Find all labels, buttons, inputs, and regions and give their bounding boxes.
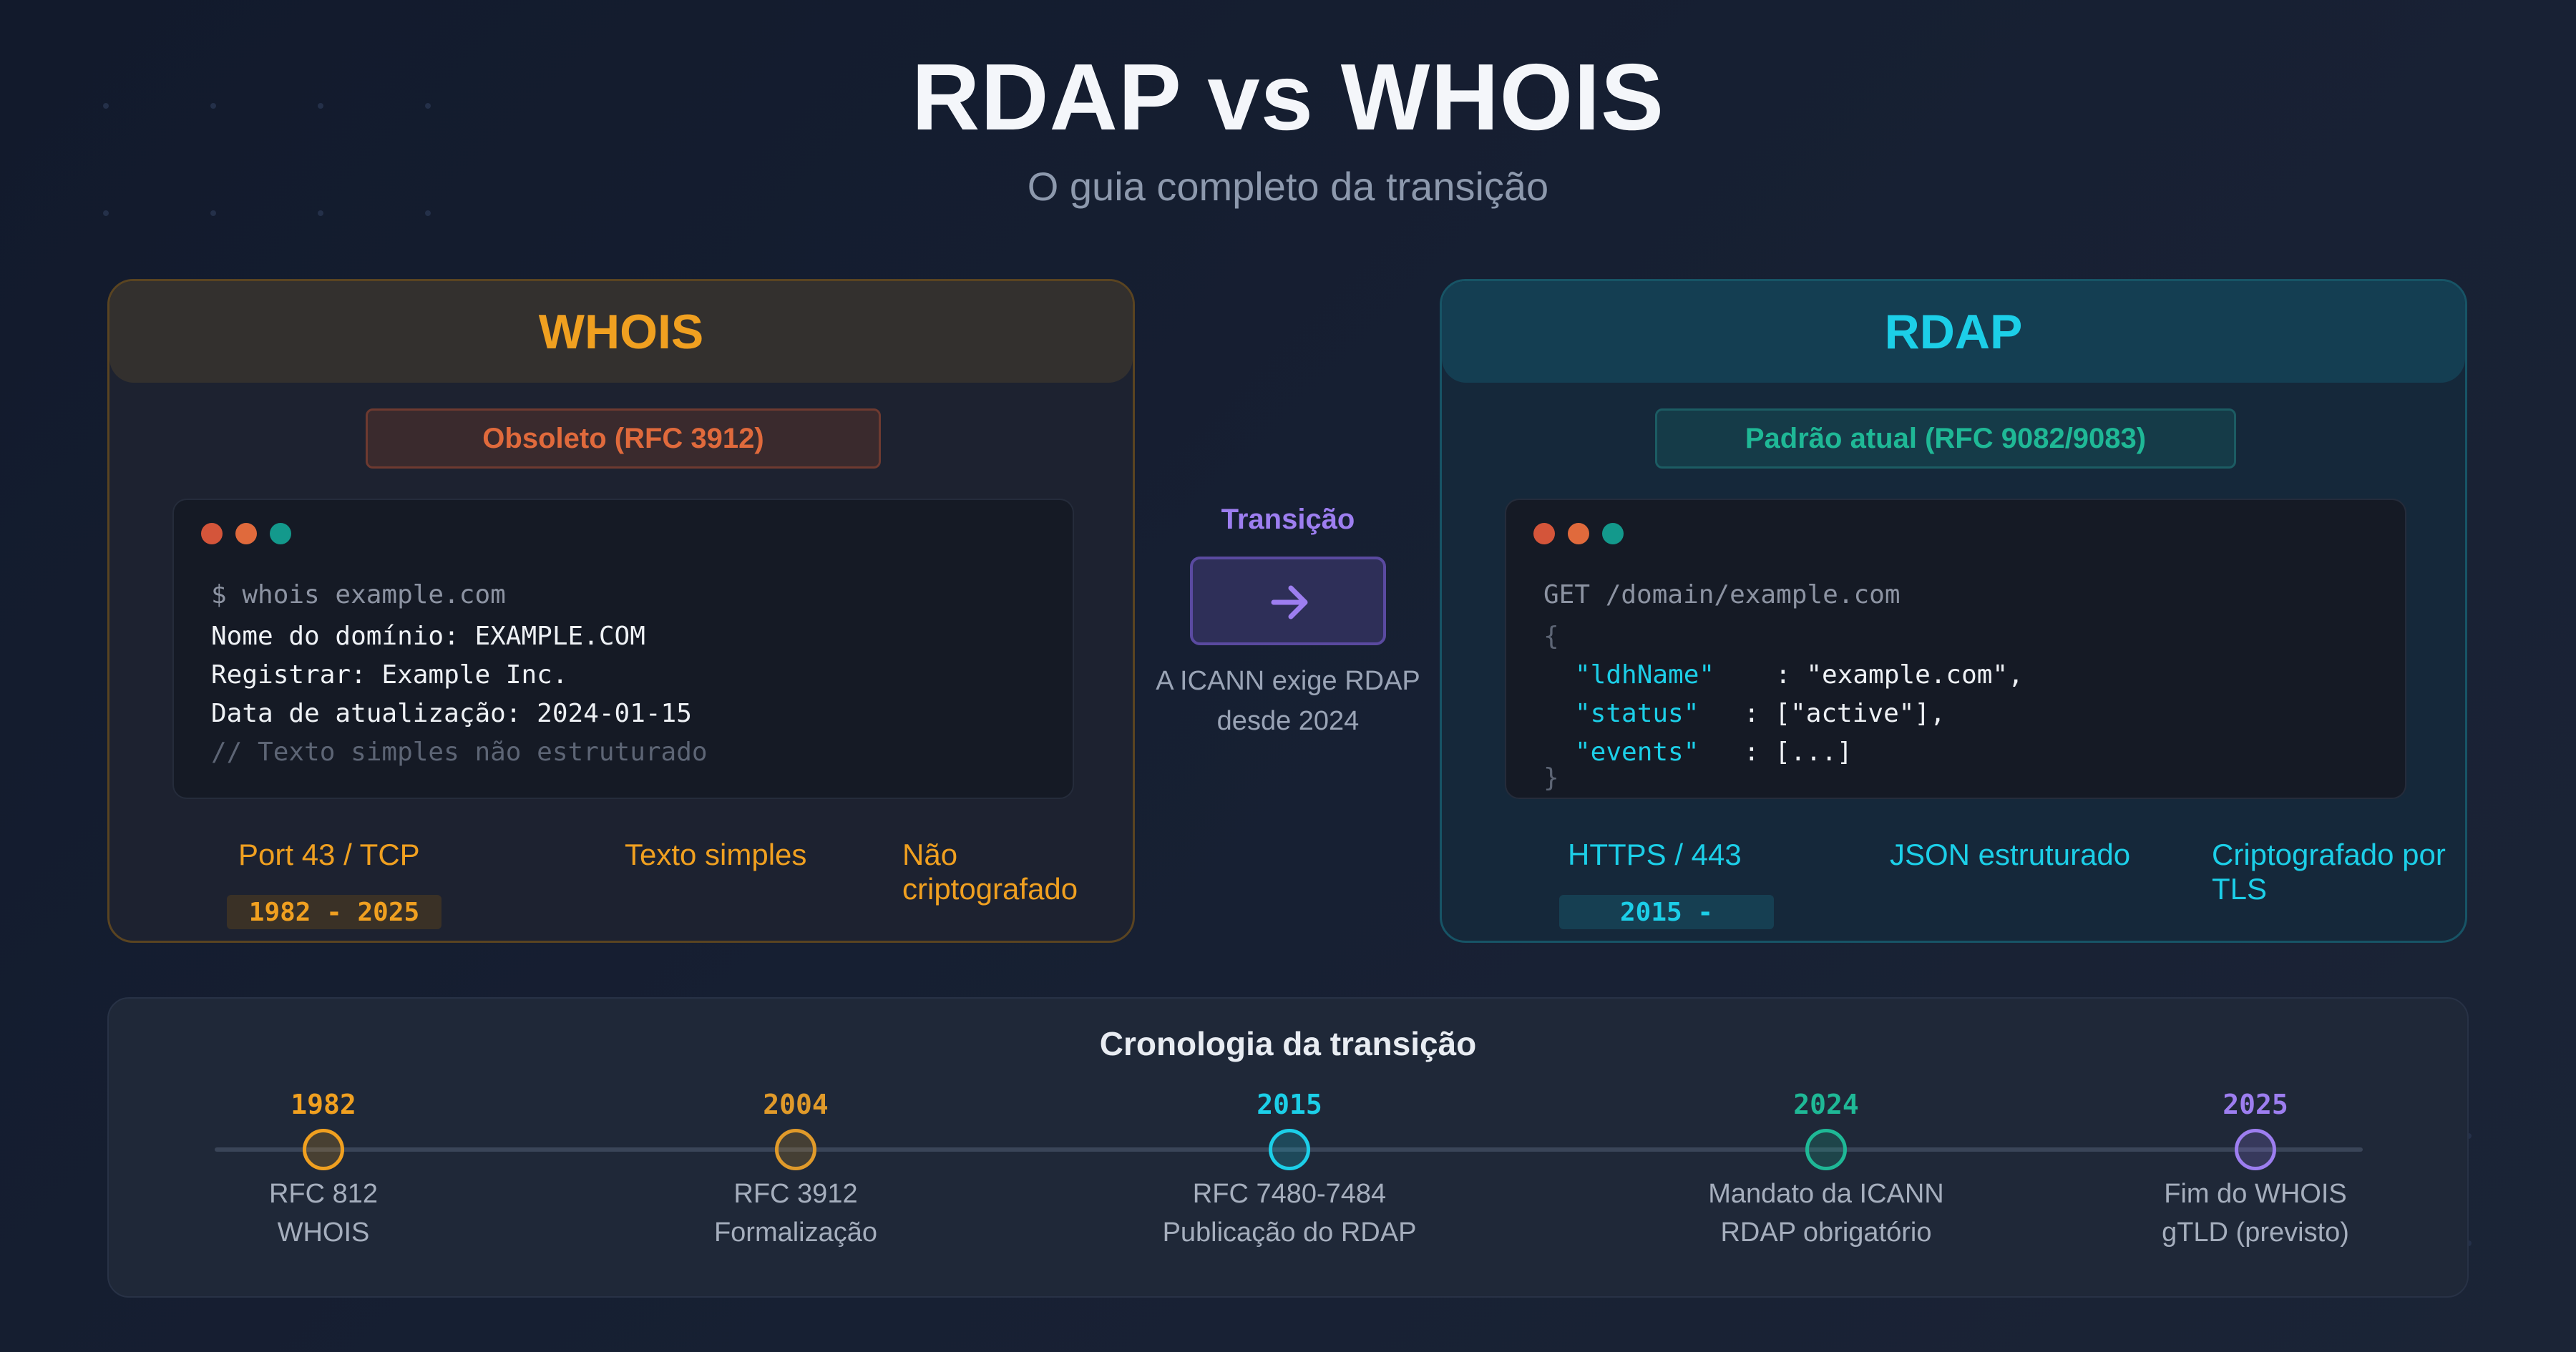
timeline-year: 2025: [2223, 1089, 2288, 1120]
timeline-label: Fim do WHOIS gTLD (previsto): [2162, 1179, 2349, 1248]
transition-note-line: A ICANN exige RDAP: [1156, 666, 1420, 696]
terminal-close-dot: [201, 523, 223, 544]
rdap-json-key: "events": [1575, 738, 1699, 767]
rdap-title: RDAP: [1442, 281, 2465, 383]
timeline-label: RFC 812 WHOIS: [268, 1179, 379, 1248]
timeline-node: [1269, 1129, 1310, 1170]
whois-feature-format: Texto simples: [625, 838, 807, 871]
transition-label: Transição: [1221, 504, 1355, 535]
whois-command-line: $ whois example.com: [211, 580, 506, 609]
whois-title: WHOIS: [109, 281, 1133, 383]
rdap-open-brace: {: [1543, 622, 1559, 651]
rdap-status-badge: Padrão atual (RFC 9082/9083): [1655, 408, 2236, 469]
page-subtitle: O guia completo da transição: [1027, 164, 1549, 209]
transition-note-line: desde 2024: [1216, 706, 1360, 736]
transition-arrow-box: [1190, 557, 1386, 645]
whois-output-line: Nome do domínio: EXAMPLE.COM: [211, 622, 645, 651]
rdap-years-badge: 2015 -: [1559, 895, 1774, 929]
terminal-minimize-dot: [1568, 523, 1589, 544]
timeline-node: [2235, 1129, 2276, 1170]
transition-note: A ICANN exige RDAP desde 2024: [1131, 661, 1445, 741]
whois-years-badge: 1982 - 2025: [227, 895, 441, 929]
whois-feature-encryption: Não criptografado: [902, 838, 1078, 906]
rdap-request-line: GET /domain/example.com: [1543, 580, 1901, 609]
whois-output-line: Data de atualização: 2024-01-15: [211, 699, 692, 728]
timeline-label: RFC 7480-7484 Publicação do RDAP: [1162, 1179, 1417, 1248]
whois-terminal: $ whois example.com Nome do domínio: EXA…: [172, 499, 1074, 799]
whois-comment-line: // Texto simples não estruturado: [211, 738, 708, 767]
timeline-panel: Cronologia da transição 1982 RFC 812 WHOI…: [107, 997, 2469, 1298]
timeline-node: [775, 1129, 816, 1170]
page-title: RDAP vs WHOIS: [911, 44, 1665, 150]
terminal-maximize-dot: [270, 523, 291, 544]
rdap-json-key: "ldhName": [1575, 660, 1715, 690]
timeline-year: 2004: [763, 1089, 829, 1120]
timeline-title: Cronologia da transição: [1099, 1025, 1477, 1062]
timeline-year: 1982: [291, 1089, 356, 1120]
rdap-feature-encryption: Criptografado por TLS: [2212, 838, 2446, 906]
rdap-json-value: : "example.com",: [1775, 660, 2024, 690]
timeline-node: [1805, 1129, 1847, 1170]
terminal-maximize-dot: [1602, 523, 1624, 544]
timeline-node: [303, 1129, 344, 1170]
rdap-json-value: : ["active"],: [1744, 699, 1946, 728]
rdap-close-brace: }: [1543, 763, 1559, 793]
timeline-label: RFC 3912 Formalização: [713, 1179, 878, 1248]
arrow-right-icon: [1271, 585, 1308, 619]
timeline-year: 2015: [1257, 1089, 1322, 1120]
rdap-json-value: : [...]: [1744, 738, 1853, 767]
whois-status-badge: Obsoleto (RFC 3912): [366, 408, 881, 469]
rdap-panel: RDAP Padrão atual (RFC 9082/9083) GET /d…: [1440, 279, 2467, 943]
terminal-close-dot: [1533, 523, 1555, 544]
timeline-label: Mandato da ICANN RDAP obrigatório: [1708, 1179, 1944, 1248]
rdap-terminal: GET /domain/example.com { "ldhName" : "e…: [1505, 499, 2406, 799]
whois-panel: WHOIS Obsoleto (RFC 3912) $ whois exampl…: [107, 279, 1135, 943]
terminal-minimize-dot: [235, 523, 257, 544]
whois-output-line: Registrar: Example Inc.: [211, 660, 568, 690]
whois-feature-port: Port 43 / TCP: [238, 838, 420, 871]
timeline-year: 2024: [1793, 1089, 1859, 1120]
rdap-json-key: "status": [1575, 699, 1699, 728]
rdap-feature-format: JSON estruturado: [1890, 838, 2131, 871]
rdap-feature-port: HTTPS / 443: [1568, 838, 1742, 871]
